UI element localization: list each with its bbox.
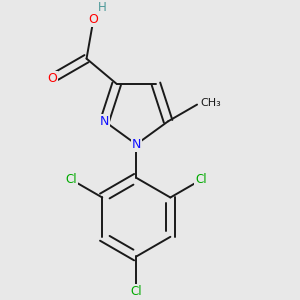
Text: H: H [98, 2, 106, 14]
Text: Cl: Cl [195, 173, 207, 186]
Text: CH₃: CH₃ [200, 98, 221, 108]
Text: O: O [88, 14, 98, 26]
Text: N: N [100, 115, 109, 128]
Text: Cl: Cl [130, 285, 142, 298]
Text: O: O [47, 72, 57, 85]
Text: N: N [132, 138, 141, 151]
Text: Cl: Cl [66, 173, 77, 186]
